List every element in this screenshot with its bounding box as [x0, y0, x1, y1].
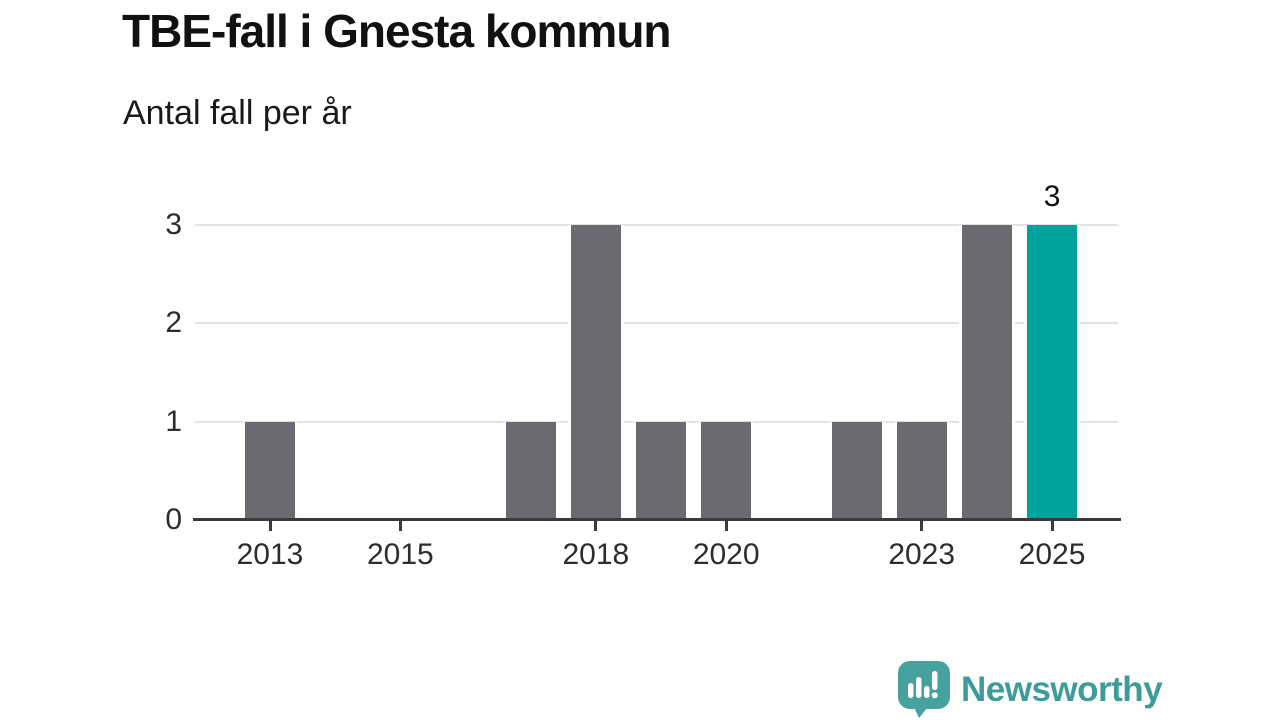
x-tick-label-2025: 2025 — [1018, 538, 1086, 571]
bar-2022 — [828, 421, 885, 520]
bar-2019 — [633, 421, 690, 520]
x-tick-2023 — [920, 521, 924, 531]
logo-exclamation-stem — [932, 671, 938, 690]
x-tick-label-2013: 2013 — [236, 538, 304, 571]
x-tick-label-2018: 2018 — [562, 538, 630, 571]
chart-title: TBE-fall i Gnesta kommun — [122, 5, 672, 57]
x-axis-line — [193, 518, 1121, 521]
bar-2023 — [893, 421, 950, 520]
x-tick-2015 — [398, 521, 402, 531]
newsworthy-logo-icon — [898, 661, 950, 718]
bar-2025 — [1024, 225, 1081, 520]
logo-exclamation-dot — [931, 692, 938, 699]
newsworthy-logo-text: Newsworthy — [961, 669, 1163, 709]
logo-bar-1 — [908, 683, 914, 698]
bar-value-label-2025: 3 — [1043, 180, 1061, 213]
chart-subtitle: Antal fall per år — [123, 94, 352, 132]
x-tick-2020 — [724, 521, 728, 531]
bar-2020 — [698, 421, 755, 520]
y-tick-label-0: 0 — [165, 503, 182, 536]
logo-bar-3 — [924, 686, 930, 698]
bar-2017 — [502, 421, 559, 520]
y-tick-label-2: 2 — [165, 306, 182, 340]
x-tick-2013 — [268, 521, 272, 531]
gridline-y2 — [195, 322, 1118, 325]
x-tick-2018 — [594, 521, 598, 531]
x-tick-label-2020: 2020 — [692, 538, 760, 571]
newsworthy-logo: Newsworthy — [898, 661, 1163, 718]
bar-2024 — [958, 225, 1015, 520]
gridline-y3 — [195, 224, 1118, 226]
bar-2018 — [567, 225, 624, 520]
bar-2013 — [242, 421, 298, 520]
logo-bar-2 — [916, 677, 922, 698]
y-tick-label-3: 3 — [165, 208, 182, 241]
y-tick-label-1: 1 — [165, 404, 182, 438]
x-tick-2025 — [1050, 521, 1054, 531]
x-tick-label-2023: 2023 — [888, 538, 956, 571]
x-tick-label-2015: 2015 — [366, 538, 434, 571]
